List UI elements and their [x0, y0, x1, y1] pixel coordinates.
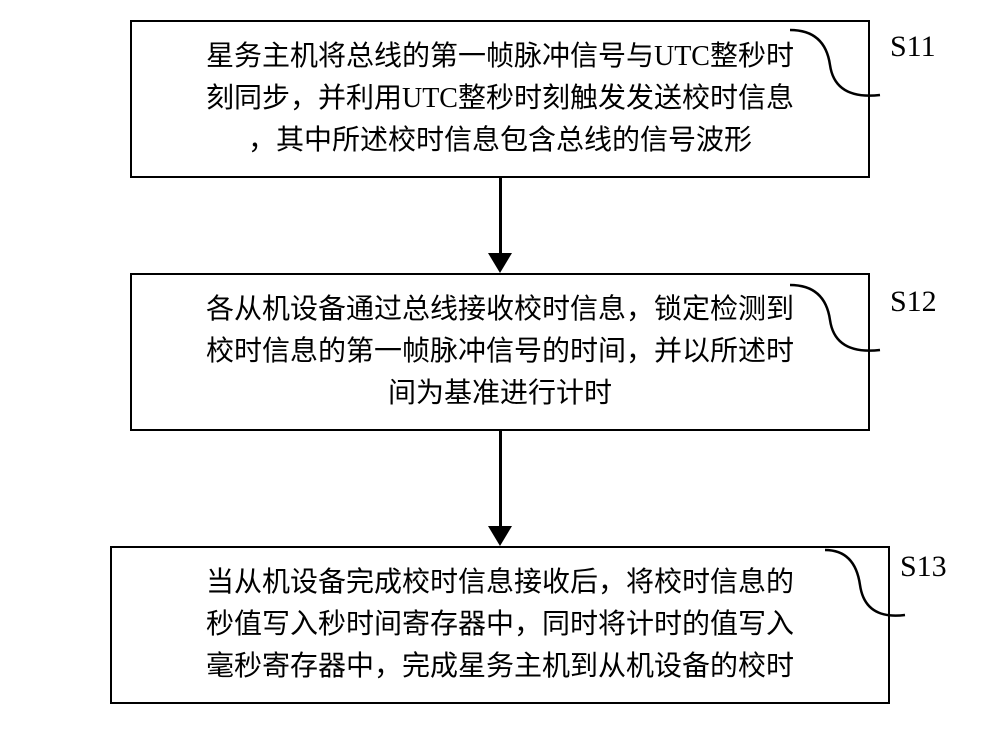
arrow-1 — [488, 178, 512, 273]
flow-box-s12: 各从机设备通过总线接收校时信息，锁定检测到 校时信息的第一帧脉冲信号的时间，并以… — [130, 273, 870, 431]
curve-s12 — [785, 280, 885, 360]
flowchart-container: 星务主机将总线的第一帧脉冲信号与UTC整秒时 刻同步，并利用UTC整秒时刻触发发… — [45, 20, 955, 704]
arrow-line-1 — [499, 178, 502, 253]
curve-s11 — [785, 25, 885, 105]
box-text-s13: 当从机设备完成校时信息接收后，将校时信息的 秒值写入秒时间寄存器中，同时将计时的… — [140, 562, 860, 688]
curve-s13 — [820, 545, 910, 625]
box-text-s12: 各从机设备通过总线接收校时信息，锁定检测到 校时信息的第一帧脉冲信号的时间，并以… — [160, 289, 840, 415]
arrow-2 — [488, 431, 512, 546]
flow-box-s11: 星务主机将总线的第一帧脉冲信号与UTC整秒时 刻同步，并利用UTC整秒时刻触发发… — [130, 20, 870, 178]
arrow-line-2 — [499, 431, 502, 526]
arrow-head-1 — [488, 253, 512, 273]
box-text-s11: 星务主机将总线的第一帧脉冲信号与UTC整秒时 刻同步，并利用UTC整秒时刻触发发… — [160, 36, 840, 162]
arrow-head-2 — [488, 526, 512, 546]
label-s11: S11 — [890, 30, 936, 64]
label-s12: S12 — [890, 285, 937, 319]
flow-box-s13: 当从机设备完成校时信息接收后，将校时信息的 秒值写入秒时间寄存器中，同时将计时的… — [110, 546, 890, 704]
